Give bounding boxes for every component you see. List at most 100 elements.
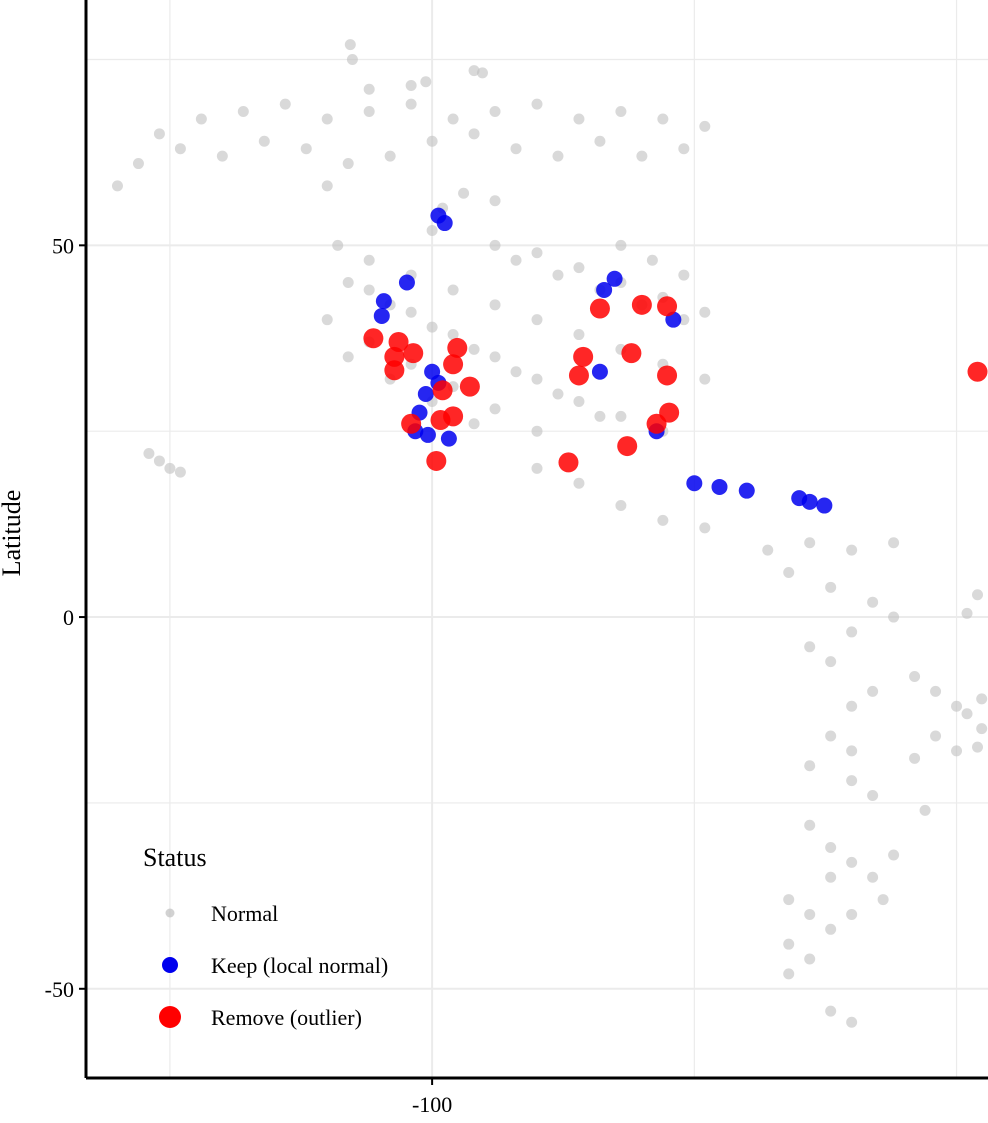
point-normal — [510, 366, 522, 378]
point-normal — [867, 871, 879, 883]
point-normal — [420, 76, 432, 88]
point-remove-outlier — [659, 402, 680, 423]
point-normal — [468, 418, 480, 430]
legend-key-1 — [165, 908, 175, 918]
point-keep-local-normal — [436, 215, 453, 232]
point-normal — [699, 306, 711, 318]
point-normal — [804, 908, 816, 920]
point-normal — [279, 98, 291, 110]
point-normal — [825, 1005, 837, 1017]
point-remove-outlier — [631, 294, 652, 315]
point-keep-local-normal — [686, 475, 703, 492]
point-keep-local-normal — [711, 478, 728, 495]
point-normal — [321, 314, 333, 326]
point-normal — [877, 894, 889, 906]
point-normal — [846, 856, 858, 868]
point-normal — [846, 745, 858, 757]
point-normal — [489, 239, 501, 251]
point-normal — [804, 760, 816, 772]
point-normal — [489, 403, 501, 415]
point-normal — [930, 685, 942, 697]
point-normal — [531, 314, 543, 326]
point-normal — [164, 462, 176, 474]
point-normal — [846, 1016, 858, 1028]
point-normal — [531, 425, 543, 437]
legend-label-3: Remove (outlier) — [211, 1005, 362, 1030]
point-normal — [615, 500, 627, 512]
point-normal — [510, 254, 522, 266]
point-normal — [615, 106, 627, 118]
point-normal — [657, 113, 669, 125]
point-normal — [573, 395, 585, 407]
point-remove-outlier — [363, 328, 384, 349]
point-normal — [699, 522, 711, 534]
point-normal — [867, 789, 879, 801]
point-normal — [384, 150, 396, 162]
point-normal — [426, 135, 438, 147]
point-normal — [783, 968, 795, 980]
point-normal — [531, 247, 543, 259]
point-normal — [332, 239, 344, 251]
point-remove-outlier — [443, 354, 464, 375]
point-normal — [846, 775, 858, 787]
point-normal — [594, 410, 606, 422]
point-normal — [552, 269, 564, 281]
point-normal — [531, 462, 543, 474]
point-normal — [468, 65, 480, 77]
point-remove-outlier — [459, 376, 480, 397]
point-normal — [846, 544, 858, 556]
point-keep-local-normal — [596, 281, 613, 298]
point-normal — [573, 262, 585, 274]
point-normal — [174, 143, 186, 155]
point-normal — [573, 477, 585, 489]
point-normal — [846, 700, 858, 712]
point-normal — [972, 741, 984, 753]
point-normal — [951, 700, 963, 712]
point-remove-outlier — [967, 361, 988, 382]
point-normal — [867, 685, 879, 697]
point-normal — [346, 53, 358, 65]
point-normal — [762, 544, 774, 556]
legend-label-2: Keep (local normal) — [211, 953, 388, 978]
point-normal — [657, 514, 669, 526]
point-keep-local-normal — [738, 482, 755, 499]
point-normal — [804, 819, 816, 831]
point-normal — [888, 537, 900, 549]
point-normal — [961, 708, 973, 720]
tick-labels: 50 0 -50 -100 — [45, 233, 453, 1117]
point-normal — [363, 106, 375, 118]
point-normal — [489, 299, 501, 311]
point-normal — [342, 158, 354, 170]
point-normal — [573, 113, 585, 125]
point-normal — [678, 143, 690, 155]
point-normal — [405, 98, 417, 110]
point-normal — [825, 923, 837, 935]
legend-key-3 — [159, 1006, 181, 1028]
point-normal — [678, 269, 690, 281]
point-normal — [258, 135, 270, 147]
y-tick-label: 50 — [52, 233, 74, 258]
point-normal — [976, 693, 988, 705]
point-keep-local-normal — [816, 497, 833, 514]
point-normal — [825, 842, 837, 854]
y-axis-title: Latitude — [0, 490, 26, 577]
point-remove-outlier — [430, 410, 451, 431]
point-normal — [476, 67, 488, 79]
point-normal — [237, 106, 249, 118]
point-normal — [909, 671, 921, 683]
grid-lines — [86, 0, 988, 1078]
point-normal — [344, 39, 356, 51]
point-remove-outlier — [657, 296, 678, 317]
point-keep-local-normal — [375, 293, 392, 310]
point-remove-outlier — [384, 360, 405, 381]
point-normal — [426, 321, 438, 333]
point-normal — [783, 566, 795, 578]
point-normal — [153, 128, 165, 140]
legend-label-1: Normal — [211, 901, 278, 926]
y-tick-label: -50 — [45, 977, 74, 1002]
point-normal — [531, 98, 543, 110]
point-normal — [405, 306, 417, 318]
point-keep-local-normal — [398, 274, 415, 291]
point-remove-outlier — [589, 298, 610, 319]
